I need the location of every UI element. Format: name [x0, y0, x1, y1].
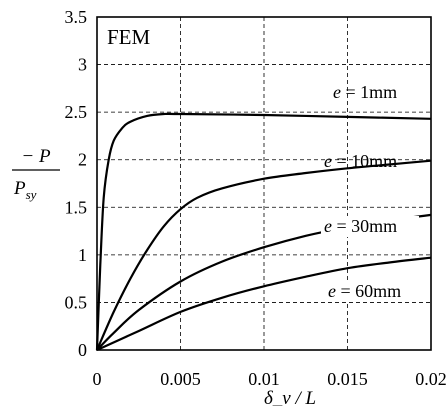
y-tick-label: 2.5	[65, 102, 88, 122]
y-axis-label-numerator: − P	[21, 146, 51, 167]
series-label-value: = 1mm	[341, 82, 397, 102]
y-tick-label: 1.5	[65, 197, 88, 217]
y-tick-labels: 0 0.5 1 1.5 2 2.5 3 3.5	[65, 7, 88, 360]
y-tick-label: 0.5	[65, 292, 88, 312]
chart-title: FEM	[107, 25, 151, 49]
series-label-value: = 10mm	[332, 151, 397, 171]
series-label: e = 1mm	[333, 82, 397, 102]
x-tick-label: 0.02	[415, 369, 446, 389]
series-curves	[95, 112, 432, 352]
y-axis-label-denominator-sub: sy	[26, 187, 37, 202]
y-tick-label: 3.5	[65, 7, 88, 27]
series-label-background	[325, 281, 423, 302]
series-label-background	[321, 216, 419, 237]
x-tick-label: 0.01	[248, 369, 280, 389]
y-tick-label: 0	[78, 340, 87, 360]
series-label-value: = 30mm	[332, 216, 397, 236]
x-tick-label: 0.005	[160, 369, 201, 389]
y-axis-label-denominator-main: P	[13, 178, 26, 199]
series-label: e = 30mm	[324, 216, 397, 236]
series-line	[95, 112, 432, 351]
y-tick-label: 3	[78, 55, 87, 75]
y-tick-label: 2	[78, 150, 87, 170]
series-line	[96, 256, 432, 352]
series-label-var: e	[328, 281, 336, 301]
x-tick-label: 0.015	[327, 369, 368, 389]
series-label-value: = 60mm	[336, 281, 401, 301]
series-label-var: e	[333, 82, 341, 102]
x-axis-label: δ_v / L	[264, 388, 316, 406]
series-label: e = 10mm	[324, 151, 397, 171]
series-label-var: e	[324, 216, 332, 236]
plot-frame	[96, 16, 432, 351]
y-tick-label: 1	[78, 245, 87, 265]
x-tick-labels: 0 0.005 0.01 0.015 0.02	[93, 369, 446, 389]
y-axis-label-denominator: Psy	[13, 178, 37, 202]
series-label: e = 60mm	[328, 281, 401, 301]
x-tick-label: 0	[93, 369, 102, 389]
series-line	[95, 159, 432, 351]
series-label-var: e	[324, 151, 332, 171]
y-axis-label: − P Psy	[12, 146, 60, 202]
